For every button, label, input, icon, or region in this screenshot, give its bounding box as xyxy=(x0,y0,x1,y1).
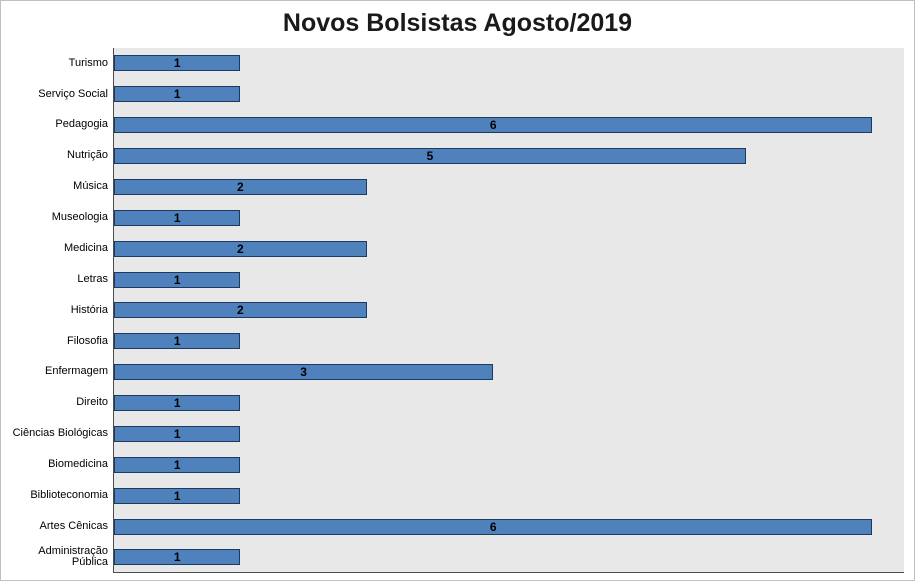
bar-row: Administração Pública 1 xyxy=(5,542,904,573)
bar-track: 1 xyxy=(113,48,904,79)
plot-area: Turismo 1 Serviço Social 1 Pedagogia 6 Nutriçã… xyxy=(5,48,904,573)
data-label: 1 xyxy=(173,426,181,441)
bar-row: Enfermagem 3 xyxy=(5,356,904,388)
bar-track: 6 xyxy=(113,109,904,141)
bar: 1 xyxy=(114,271,241,288)
bar-track: 1 xyxy=(113,418,904,450)
category-label: Medicina xyxy=(63,241,108,254)
bar-row: Música 2 xyxy=(5,171,904,203)
data-label: 1 xyxy=(173,488,181,503)
bar-row: História 2 xyxy=(5,295,904,326)
bar: 5 xyxy=(114,148,746,165)
data-label: 5 xyxy=(426,149,434,164)
bar: 3 xyxy=(114,364,494,381)
bar-track: 2 xyxy=(113,295,904,326)
category-label: Pedagogia xyxy=(55,118,108,131)
chart-title: Novos Bolsistas Agosto/2019 xyxy=(282,9,633,37)
data-label: 1 xyxy=(173,396,181,411)
bar: 6 xyxy=(114,518,873,535)
category-label: Enfermagem xyxy=(45,365,108,378)
category-label: Biblioteconomia xyxy=(30,488,108,501)
category-label: Letras xyxy=(77,272,108,285)
bar-row: Nutrição 5 xyxy=(5,140,904,172)
data-label: 2 xyxy=(237,303,244,318)
bar-row: Turismo 1 xyxy=(5,48,904,79)
bar-track: 1 xyxy=(113,325,904,357)
bar-row: Artes Cênicas 6 xyxy=(5,511,904,542)
bar: 1 xyxy=(114,86,241,103)
bar-track: 1 xyxy=(113,78,904,110)
data-label: 1 xyxy=(173,334,181,349)
bar-row: Biblioteconomia 1 xyxy=(5,480,904,512)
bar: 1 xyxy=(114,548,241,565)
category-label: Música xyxy=(73,180,108,193)
data-label: 1 xyxy=(173,210,181,225)
category-label: Serviço Social xyxy=(38,87,108,100)
bar: 1 xyxy=(114,395,241,412)
bar-row: Direito 1 xyxy=(5,387,904,419)
bar: 2 xyxy=(114,302,367,319)
bar-track: 1 xyxy=(113,264,904,295)
category-label: Turismo xyxy=(68,56,108,69)
bar: 6 xyxy=(114,117,873,134)
bar: 1 xyxy=(114,456,241,473)
bar-track: 1 xyxy=(113,202,904,234)
bar-row: Museologia 1 xyxy=(5,202,904,234)
bar-track: 6 xyxy=(113,511,904,542)
category-label: Direito xyxy=(76,396,108,409)
bar-track: 1 xyxy=(113,387,904,419)
bar: 2 xyxy=(114,178,367,195)
bar-row: Letras 1 xyxy=(5,264,904,295)
bar-track: 2 xyxy=(113,171,904,203)
data-label: 1 xyxy=(173,549,181,564)
data-label: 3 xyxy=(300,365,307,380)
bar-row: Ciências Biológicas 1 xyxy=(5,418,904,450)
data-label: 1 xyxy=(173,272,181,287)
bar-row: Medicina 2 xyxy=(5,233,904,265)
category-label: Museologia xyxy=(51,211,108,224)
bar-track: 2 xyxy=(113,233,904,265)
bar: 2 xyxy=(114,240,367,257)
category-label: Ciências Biológicas xyxy=(12,427,108,440)
data-label: 1 xyxy=(173,87,181,102)
data-label: 6 xyxy=(489,118,497,133)
bar-row: Biomedicina 1 xyxy=(5,449,904,481)
data-label: 1 xyxy=(173,457,181,472)
data-label: 6 xyxy=(489,519,497,534)
data-label: 1 xyxy=(173,56,181,71)
category-label: História xyxy=(70,303,108,316)
category-label: Nutrição xyxy=(67,149,108,162)
bar-row: Pedagogia 6 xyxy=(5,109,904,141)
category-label: Artes Cênicas xyxy=(39,519,108,532)
data-label: 2 xyxy=(237,241,244,256)
bar-track: 1 xyxy=(113,449,904,481)
bar: 1 xyxy=(114,55,241,72)
bar: 1 xyxy=(114,209,241,226)
bar: 1 xyxy=(114,425,241,442)
bar-row: Serviço Social 1 xyxy=(5,78,904,110)
data-label: 2 xyxy=(237,179,244,194)
category-label: Filosofia xyxy=(67,334,108,347)
category-label: Administração Pública xyxy=(38,544,108,569)
bar-row: Filosofia 1 xyxy=(5,325,904,357)
bar-track: 5 xyxy=(113,140,904,172)
bar-track: 1 xyxy=(113,542,904,573)
bar: 1 xyxy=(114,487,241,504)
category-label: Biomedicina xyxy=(48,458,108,471)
bar-track: 3 xyxy=(113,356,904,388)
bar-track: 1 xyxy=(113,480,904,512)
bar: 1 xyxy=(114,333,241,350)
